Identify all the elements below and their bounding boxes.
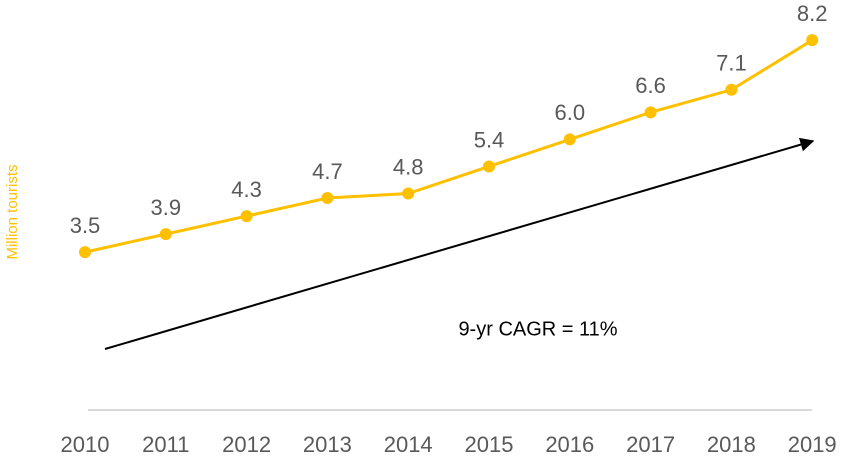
point bbox=[483, 160, 495, 173]
point bbox=[644, 106, 657, 119]
data-label: 7.1 bbox=[716, 51, 747, 76]
point bbox=[806, 34, 819, 47]
data-label: 4.7 bbox=[312, 159, 343, 184]
x-tick-label: 2018 bbox=[707, 432, 756, 457]
data-label: 8.2 bbox=[797, 1, 828, 26]
point bbox=[159, 228, 172, 241]
trend-arrow bbox=[104, 137, 815, 350]
annotation: 9-yr CAGR = 11% bbox=[458, 318, 617, 340]
x-tick-label: 2015 bbox=[465, 432, 514, 457]
line bbox=[84, 38, 813, 254]
x-tick-label: 2014 bbox=[384, 432, 433, 457]
data-label: 3.5 bbox=[70, 213, 101, 238]
data-label: 5.4 bbox=[474, 127, 505, 152]
x-tick-label: 2011 bbox=[142, 432, 189, 457]
data-label: 4.8 bbox=[393, 154, 424, 179]
x-tick-label: 2010 bbox=[61, 432, 110, 457]
point bbox=[321, 192, 334, 205]
data-label: 6.0 bbox=[555, 100, 586, 125]
data-label: 3.9 bbox=[151, 195, 182, 220]
x-tick-label: 2019 bbox=[788, 432, 837, 457]
point bbox=[240, 210, 253, 223]
point bbox=[79, 246, 91, 259]
point bbox=[563, 133, 576, 146]
x-tick-label: 2017 bbox=[626, 432, 675, 457]
data-label: 6.6 bbox=[635, 73, 666, 98]
x-tick-label: 2016 bbox=[545, 432, 594, 457]
x-tick-label: 2012 bbox=[222, 432, 271, 457]
y-axis-label: Million tourists bbox=[4, 164, 21, 259]
point bbox=[725, 83, 738, 96]
point bbox=[402, 187, 415, 200]
data-label: 4.3 bbox=[231, 177, 262, 202]
x-tick-label: 2013 bbox=[303, 432, 352, 457]
